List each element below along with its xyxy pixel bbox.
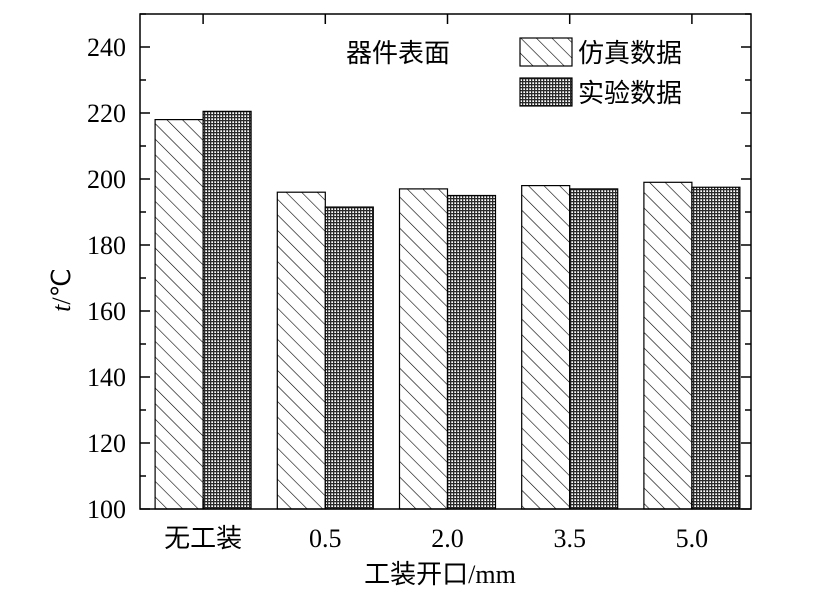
y-tick-label: 240 — [87, 33, 126, 62]
bar-experiment-3 — [569, 188, 619, 510]
bar-simulation-4 — [643, 181, 693, 510]
bars-layer — [154, 110, 741, 510]
chart-annotation: 器件表面 — [346, 39, 450, 68]
bar-experiment-0 — [202, 110, 252, 510]
bar-simulation-0 — [154, 118, 204, 510]
bar-experiment-2 — [446, 194, 497, 510]
legend-swatch-simulation — [519, 37, 573, 67]
y-tick-label: 120 — [87, 429, 126, 458]
y-tick-label: 140 — [87, 363, 126, 392]
y-tick-label: 200 — [87, 165, 126, 194]
x-tick-label: 5.0 — [676, 524, 709, 553]
bar-simulation-1 — [276, 191, 326, 510]
y-tick-label: 100 — [87, 495, 126, 524]
axes-layer — [139, 13, 752, 510]
x-tick-label: 3.5 — [553, 524, 586, 553]
y-tick-label: 180 — [87, 231, 126, 260]
plot-frame — [139, 13, 752, 510]
y-axis-title-unit: /℃ — [47, 268, 76, 304]
x-tick-label: 无工装 — [164, 524, 242, 553]
y-tick-label: 220 — [87, 99, 126, 128]
y-tick-label: 160 — [87, 297, 126, 326]
labels-layer: 无工装 0.5 2.0 3.5 5.0 100 120 140 160 180 200 220 240 — [87, 33, 708, 553]
y-axis-title-symbol: t — [47, 304, 76, 312]
y-axis-title: t/℃ — [47, 268, 76, 312]
x-axis-title: 工装开口/mm — [364, 560, 516, 589]
legend-swatch-experiment — [519, 77, 573, 107]
legend-label-simulation: 仿真数据 — [578, 39, 682, 68]
bar-experiment-1 — [324, 206, 374, 510]
bar-simulation-3 — [521, 185, 571, 510]
legend-label-experiment: 实验数据 — [578, 79, 682, 108]
x-tick-label: 0.5 — [309, 524, 342, 553]
bar-experiment-4 — [691, 186, 741, 510]
x-tick-label: 2.0 — [431, 524, 464, 553]
bar-simulation-2 — [398, 188, 449, 510]
